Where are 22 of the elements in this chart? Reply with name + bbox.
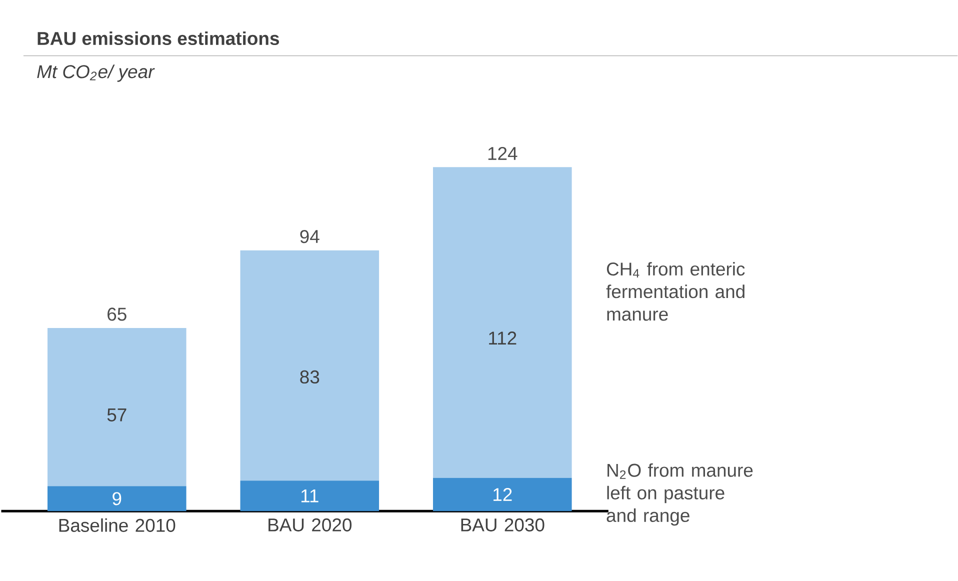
- series-label: CH$_{4}$ from enteric fermentation and manure: [606, 262, 745, 321]
- x-tick-label: BAU 2030: [461, 518, 544, 532]
- bar: [240, 250, 380, 481]
- chart-title: BAU emissions estimations: [38, 31, 280, 45]
- total-label: 65: [108, 308, 126, 321]
- data-label: 57: [107, 408, 126, 422]
- bar: [240, 480, 380, 512]
- x-tick-label: BAU 2020: [268, 518, 352, 532]
- data-label: 12: [494, 488, 512, 501]
- bar: [433, 166, 572, 478]
- x-tick-label: Baseline 2010: [59, 518, 176, 532]
- chart-subtitle: Mt CO$_{2}$e/ year: [37, 64, 155, 82]
- data-label: 83: [300, 370, 320, 384]
- data-label: 9: [112, 492, 122, 506]
- bar: [48, 486, 186, 512]
- bar: [433, 478, 572, 512]
- total-label: 124: [488, 146, 518, 160]
- data-label: 112: [489, 331, 516, 344]
- total-label: 94: [300, 230, 320, 243]
- data-label: 11: [301, 489, 318, 502]
- series-label: N$_{2}$O from manure left on pasture and range: [606, 463, 753, 526]
- bar: [48, 328, 186, 486]
